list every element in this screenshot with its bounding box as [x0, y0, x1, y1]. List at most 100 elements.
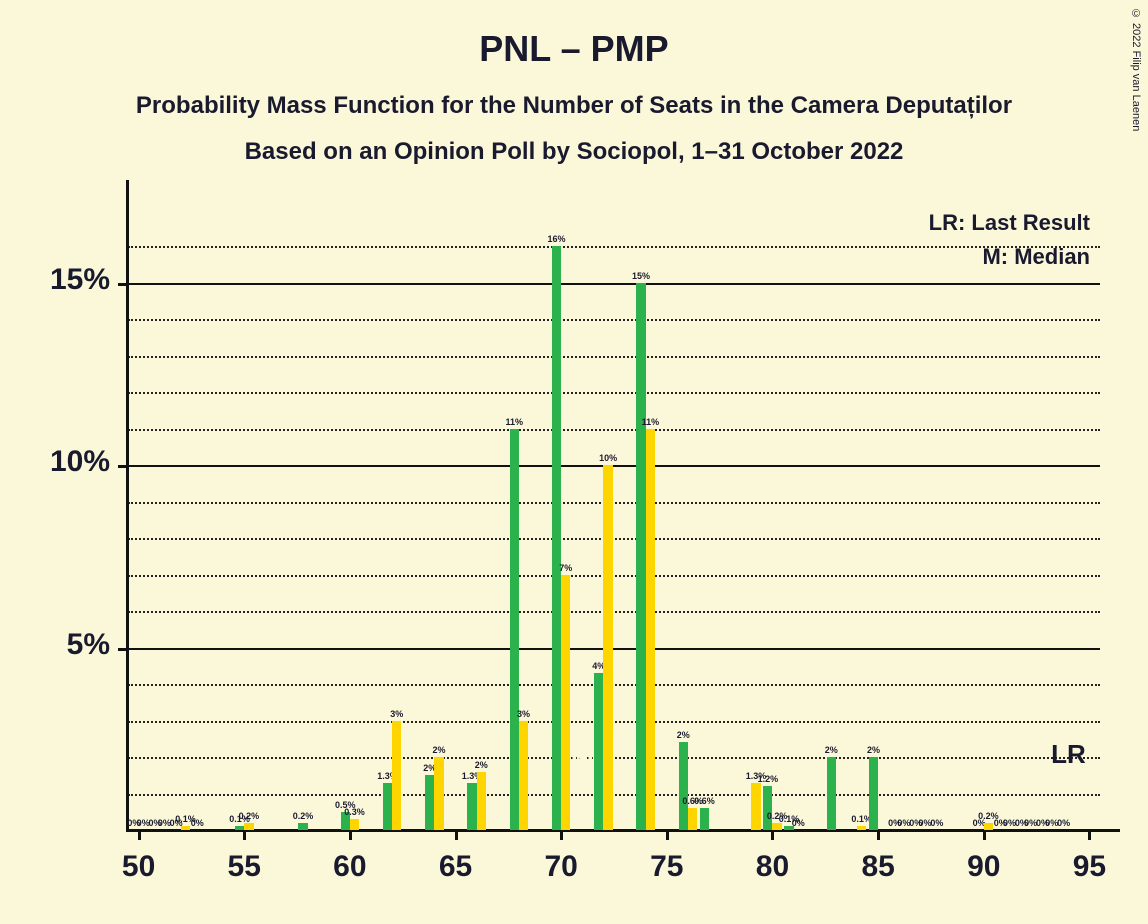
grid-minor	[128, 319, 1100, 321]
grid-minor	[128, 429, 1100, 431]
bar-green	[383, 783, 392, 830]
bar-label: 16%	[548, 234, 566, 244]
x-tick	[560, 830, 563, 840]
bar-label: 11%	[642, 417, 660, 427]
bar-label: 15%	[632, 271, 650, 281]
x-tick-label: 55	[214, 850, 274, 884]
bar-yellow	[857, 826, 866, 830]
bar-yellow	[688, 808, 697, 830]
bar-label: 0%	[191, 818, 204, 828]
bar-label: 0.2%	[293, 811, 314, 821]
bar-green	[827, 757, 836, 830]
y-tick-label: 10%	[50, 445, 110, 479]
x-tick	[455, 830, 458, 840]
bar-green	[700, 808, 709, 830]
bar-yellow	[519, 721, 528, 830]
median-marker: M	[571, 738, 594, 770]
x-axis	[126, 829, 1120, 832]
x-tick	[349, 830, 352, 840]
lr-axis-label: LR	[1051, 739, 1086, 770]
x-tick-label: 95	[1059, 850, 1119, 884]
bar-yellow	[984, 823, 993, 830]
chart-subtitle-1: Probability Mass Function for the Number…	[0, 92, 1148, 120]
bar-label: 0%	[1057, 818, 1070, 828]
x-tick	[1088, 830, 1091, 840]
bar-yellow	[646, 429, 655, 830]
y-tick	[118, 648, 128, 651]
y-tick	[118, 465, 128, 468]
grid-minor	[128, 538, 1100, 540]
bar-green	[510, 429, 519, 830]
x-tick-label: 80	[742, 850, 802, 884]
bar-yellow	[244, 823, 253, 830]
grid-minor	[128, 611, 1100, 613]
bar-label: 0%	[930, 818, 943, 828]
chart-title: PNL – PMP	[0, 0, 1148, 70]
grid-minor	[128, 684, 1100, 686]
bar-green	[467, 783, 476, 830]
chart-subtitle-2: Based on an Opinion Poll by Sociopol, 1–…	[0, 138, 1148, 166]
bar-label: 3%	[390, 709, 403, 719]
bar-label: 2%	[825, 745, 838, 755]
bar-label: 1.2%	[758, 774, 779, 784]
bar-label: 0.6%	[694, 796, 715, 806]
x-tick-label: 90	[954, 850, 1014, 884]
bar-green	[298, 823, 307, 830]
x-tick-label: 60	[320, 850, 380, 884]
bar-yellow	[561, 575, 570, 830]
bar-yellow	[350, 819, 359, 830]
bar-yellow	[751, 783, 760, 830]
grid-minor	[128, 502, 1100, 504]
grid-major	[128, 283, 1100, 285]
x-tick	[877, 830, 880, 840]
y-tick-label: 15%	[50, 263, 110, 297]
bar-label: 7%	[559, 563, 572, 573]
bar-yellow	[392, 721, 401, 830]
x-tick	[983, 830, 986, 840]
grid-minor	[128, 721, 1100, 723]
chart-plot-area: 5%10%15%505560657075808590950%0%0%0%0%0.…	[128, 210, 1100, 830]
bar-label: 0.2%	[239, 811, 260, 821]
bar-yellow	[181, 826, 190, 830]
copyright-text: © 2022 Filip van Laenen	[1130, 8, 1142, 131]
bar-green	[869, 757, 878, 830]
bar-green	[425, 775, 434, 830]
grid-minor	[128, 392, 1100, 394]
grid-minor	[128, 757, 1100, 759]
bar-green	[235, 826, 244, 830]
bar-label: 2%	[475, 760, 488, 770]
bar-label: 10%	[599, 453, 617, 463]
legend-median: M: Median	[982, 244, 1090, 270]
grid-minor	[128, 575, 1100, 577]
bar-label: 2%	[677, 730, 690, 740]
grid-minor	[128, 246, 1100, 248]
x-tick-label: 75	[637, 850, 697, 884]
legend-lr: LR: Last Result	[929, 210, 1090, 236]
bar-green	[679, 742, 688, 830]
x-tick-label: 85	[848, 850, 908, 884]
bar-green	[552, 246, 561, 830]
grid-minor	[128, 794, 1100, 796]
bar-label: 2%	[867, 745, 880, 755]
bar-label: 0%	[792, 818, 805, 828]
x-tick	[243, 830, 246, 840]
bar-label: 11%	[505, 417, 523, 427]
y-axis	[126, 180, 129, 830]
bar-green	[636, 283, 645, 830]
x-tick	[138, 830, 141, 840]
x-tick-label: 65	[426, 850, 486, 884]
bar-green	[594, 673, 603, 830]
x-tick-label: 50	[109, 850, 169, 884]
bar-yellow	[434, 757, 443, 830]
grid-major	[128, 465, 1100, 467]
bar-green	[763, 786, 772, 830]
bar-label: 0.3%	[344, 807, 365, 817]
x-tick	[666, 830, 669, 840]
bar-yellow	[477, 772, 486, 830]
grid-major	[128, 648, 1100, 650]
x-tick-label: 70	[531, 850, 591, 884]
bar-yellow	[603, 465, 612, 830]
y-tick	[118, 283, 128, 286]
grid-minor	[128, 356, 1100, 358]
bar-label: 3%	[517, 709, 530, 719]
